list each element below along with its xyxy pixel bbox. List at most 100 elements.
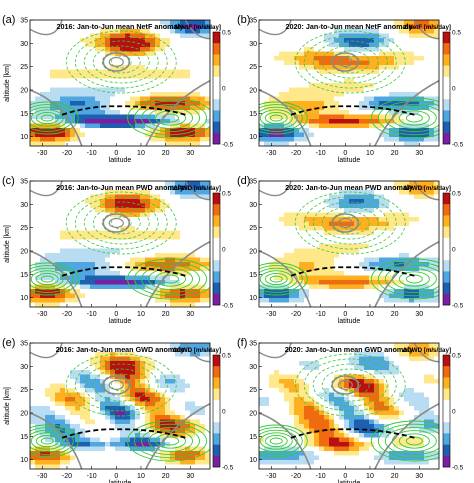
heatmap-cell bbox=[45, 451, 51, 456]
heatmap-cell bbox=[274, 181, 280, 186]
heatmap-cell bbox=[344, 87, 350, 93]
heatmap-cell bbox=[30, 42, 36, 48]
heatmap-cell bbox=[419, 181, 425, 186]
heatmap-cell bbox=[95, 262, 101, 267]
heatmap-cell bbox=[429, 203, 435, 209]
heatmap-cell bbox=[140, 60, 146, 66]
heatmap-cell bbox=[404, 235, 410, 240]
heatmap-cell bbox=[75, 230, 81, 236]
contours bbox=[259, 20, 439, 146]
heatmap-cell bbox=[160, 20, 166, 25]
heatmap-cell bbox=[424, 185, 430, 191]
heatmap-cell bbox=[324, 60, 330, 66]
heatmap-cell bbox=[409, 51, 415, 57]
heatmap-cell bbox=[70, 230, 76, 236]
heatmap-cell bbox=[90, 451, 96, 456]
heatmap-cell bbox=[264, 96, 270, 102]
heatmap-cell bbox=[155, 74, 161, 79]
heatmap-cell bbox=[115, 110, 121, 115]
heatmap-cell bbox=[294, 96, 300, 102]
contour-green-dashed bbox=[339, 55, 361, 69]
heatmap-cell bbox=[369, 190, 375, 195]
heatmap-cell bbox=[140, 262, 146, 267]
colorbar-swatch bbox=[213, 110, 220, 122]
heatmap-cell bbox=[55, 352, 61, 357]
contour-green-solid bbox=[141, 103, 200, 133]
heatmap-cell bbox=[95, 110, 101, 115]
heatmap-cell bbox=[60, 199, 66, 204]
heatmap-cell bbox=[329, 56, 335, 61]
heatmap-cell bbox=[115, 379, 121, 384]
heatmap-cell bbox=[110, 128, 116, 133]
heatmap-cell bbox=[140, 226, 146, 231]
heatmap-cell bbox=[434, 226, 439, 231]
heatmap-cell bbox=[399, 87, 405, 93]
heatmap-cell bbox=[369, 239, 375, 245]
heatmap-cell bbox=[324, 101, 330, 106]
heatmap-cell bbox=[349, 47, 355, 52]
contour-green-dashed bbox=[101, 50, 141, 74]
heatmap-cell bbox=[115, 374, 121, 380]
heatmap-cell bbox=[165, 20, 171, 25]
heatmap-cell bbox=[409, 110, 415, 115]
heatmap-cell bbox=[399, 244, 405, 249]
heatmap-cell bbox=[140, 74, 146, 79]
heatmap-cell bbox=[185, 221, 191, 227]
heatmap-cell bbox=[364, 217, 370, 222]
heatmap-cell bbox=[105, 185, 111, 191]
heatmap-cell bbox=[170, 83, 176, 88]
heatmap-cell bbox=[279, 56, 285, 61]
heatmap-cell bbox=[264, 60, 270, 66]
heatmap-cell bbox=[105, 410, 111, 416]
heatmap-cell bbox=[434, 33, 439, 39]
heatmap-cell bbox=[50, 383, 56, 389]
heatmap-cell bbox=[185, 239, 191, 245]
heatmap-cell bbox=[274, 141, 280, 146]
heatmap-cell bbox=[269, 60, 275, 66]
heatmap-cell bbox=[264, 132, 270, 138]
heatmap-cell bbox=[100, 141, 106, 146]
heatmap-cell bbox=[185, 69, 191, 75]
heatmap-cell bbox=[379, 190, 385, 195]
heatmap-cell bbox=[294, 239, 300, 245]
heatmap-cell bbox=[389, 262, 395, 267]
heatmap-cell bbox=[40, 433, 46, 438]
heatmap-cell bbox=[190, 101, 196, 106]
heatmap-cell bbox=[115, 51, 121, 57]
heatmap-cell bbox=[299, 194, 305, 200]
heatmap-cell bbox=[200, 110, 206, 115]
colorbar-swatch bbox=[443, 99, 450, 111]
heatmap-cell bbox=[414, 33, 420, 39]
heatmap-cell bbox=[35, 370, 41, 375]
heatmap-cell bbox=[140, 38, 146, 43]
heatmap-cell bbox=[349, 253, 355, 258]
heatmap-cell bbox=[100, 253, 106, 258]
heatmap-cell bbox=[55, 56, 61, 61]
heatmap-cell bbox=[200, 221, 206, 227]
heatmap-cell bbox=[30, 74, 36, 79]
heatmap-cell bbox=[90, 185, 96, 191]
heatmap-cell bbox=[414, 78, 420, 84]
heatmap-cell bbox=[419, 199, 425, 204]
heatmap-cell bbox=[85, 137, 91, 142]
heatmap-cell bbox=[185, 51, 191, 57]
heatmap-cell bbox=[130, 275, 136, 281]
heatmap-cell bbox=[135, 60, 141, 66]
heatmap-cell bbox=[55, 203, 61, 209]
heatmap-cell bbox=[110, 74, 116, 79]
heatmap-cell bbox=[160, 194, 166, 200]
panel-label: (a) bbox=[2, 14, 15, 26]
heatmap-cell bbox=[125, 42, 131, 48]
heatmap-cell bbox=[414, 60, 420, 66]
y-tick-label: 35 bbox=[249, 179, 257, 186]
heatmap-cell bbox=[419, 69, 425, 75]
heatmap-cell bbox=[304, 96, 310, 102]
heatmap-cell bbox=[414, 141, 420, 146]
heatmap-cell bbox=[284, 226, 290, 231]
heatmap-cell bbox=[324, 65, 330, 70]
heatmap-cell bbox=[65, 365, 71, 371]
heatmap-cell bbox=[120, 42, 126, 48]
heatmap-cell bbox=[165, 199, 171, 204]
heatmap-cell bbox=[319, 257, 325, 263]
heatmap-cell bbox=[205, 275, 210, 281]
